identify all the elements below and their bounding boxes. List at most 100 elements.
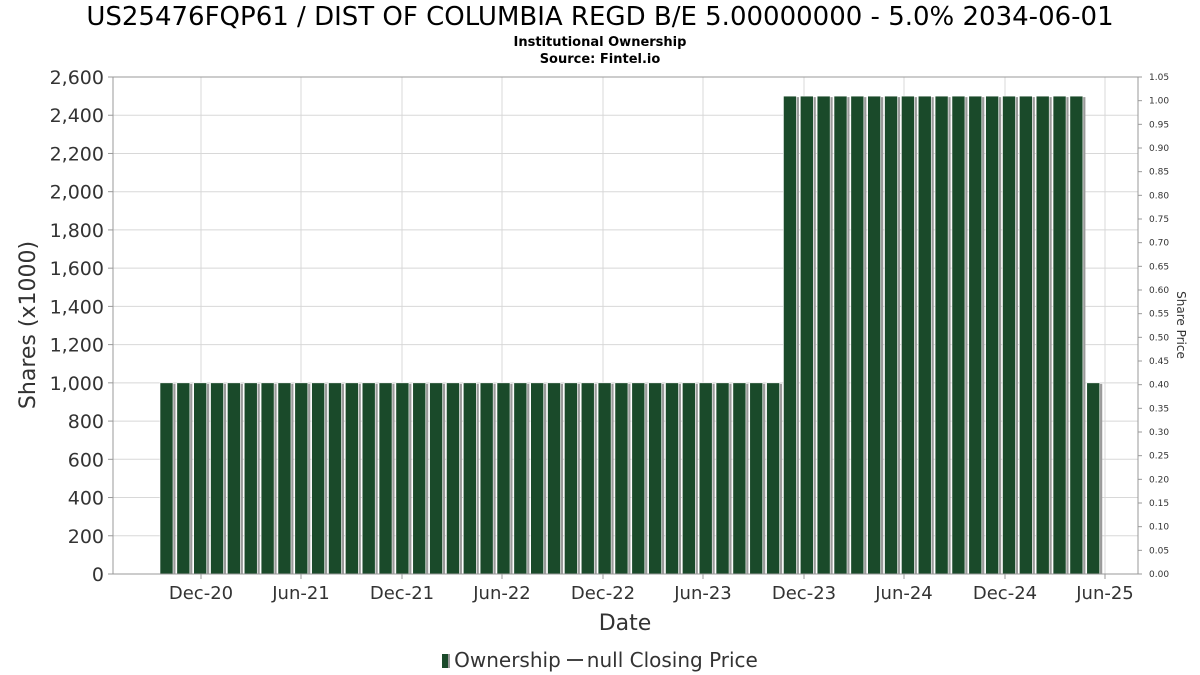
y-axis-label: Shares (x1000): [16, 241, 41, 409]
legend-line-swatch: [566, 659, 583, 661]
ownership-bar: [446, 382, 460, 575]
x-tick-label: Dec-20: [169, 583, 233, 604]
y2-tick-label: 0.55: [1149, 310, 1169, 320]
y2-tick-label: 0.75: [1149, 215, 1169, 225]
ownership-bar: [496, 382, 511, 575]
ownership-bar: [580, 382, 595, 575]
ownership-bar: [294, 382, 309, 575]
ownership-bar: [243, 382, 258, 575]
ownership-bar: [564, 382, 578, 575]
y2-tick-label: 0.70: [1149, 239, 1169, 249]
ownership-bar: [1035, 95, 1050, 575]
chart-title: US25476FQP61 / DIST OF COLUMBIA REGD B/E…: [86, 2, 1114, 32]
ownership-bar: [513, 382, 528, 575]
ownership-bar: [429, 382, 443, 575]
ownership-bar: [783, 95, 797, 575]
x-tick-label: Jun-22: [472, 583, 531, 604]
y-tick-label: 1,400: [50, 296, 104, 318]
y-tick-label: 1,200: [50, 335, 104, 357]
ownership-bar: [867, 95, 882, 575]
ownership-bar: [951, 95, 966, 575]
y2-tick-label: 0.40: [1149, 381, 1169, 391]
x-tick-label: Jun-24: [874, 583, 933, 604]
y2-tick-label: 0.60: [1149, 286, 1169, 296]
legend-bar-swatch: [442, 654, 451, 668]
ownership-bar: [412, 382, 427, 575]
y-tick-label: 1,000: [50, 373, 104, 395]
ownership-bar: [901, 95, 915, 575]
chart-source: Source: Fintel.io: [539, 52, 661, 67]
x-tick-label: Dec-22: [571, 583, 635, 604]
ownership-bar: [1019, 95, 1033, 575]
ownership-bar: [631, 382, 646, 575]
ownership-bar: [479, 382, 494, 575]
y2-tick-label: 0.05: [1149, 546, 1169, 556]
y-tick-label: 600: [68, 449, 104, 471]
ownership-chart: 0 200 400 600 800 1,000 1,200 1,400 1,600 1,800 2,…: [16, 67, 1188, 636]
ownership-bar: [193, 382, 207, 575]
y-tick-label: 1,800: [50, 220, 104, 242]
y2-tick-label: 0.65: [1149, 262, 1169, 272]
ownership-bar: [766, 382, 780, 575]
y2-tick-label: 0.15: [1149, 499, 1169, 509]
y2-tick-label: 0.30: [1149, 428, 1169, 438]
ownership-bar: [917, 95, 932, 575]
y2-tick-label: 0.20: [1149, 475, 1169, 485]
ownership-bar: [698, 382, 713, 575]
ownership-bar: [968, 95, 983, 575]
y2-tick-label: 0.80: [1149, 191, 1169, 201]
x-tick-label: Jun-21: [271, 583, 330, 604]
y-tick-label: 200: [68, 526, 104, 548]
x-axis: Dec-20 Jun-21 Dec-21 Jun-22 Dec-22 Jun-23 Dec-…: [169, 574, 1134, 604]
y2-tick-label: 1.00: [1149, 97, 1169, 107]
bars: [159, 95, 1103, 575]
y2-tick-label: 0.00: [1149, 570, 1169, 580]
x-axis-label: Date: [599, 611, 652, 636]
ownership-bar: [159, 382, 174, 575]
y-tick-label: 1,600: [50, 258, 104, 280]
y2-tick-label: 0.45: [1149, 357, 1169, 367]
ownership-bar: [682, 382, 696, 575]
y2-tick-label: 0.90: [1149, 144, 1169, 154]
legend-item-ownership: Ownership: [454, 648, 561, 672]
y2-axis: 0.00 0.05 0.10 0.15 0.20 0.25 0.30 0.35 0.40 0.45…: [1138, 73, 1169, 580]
legend: Ownership null Closing Price: [0, 648, 1200, 672]
y-tick-label: 2,000: [50, 182, 104, 204]
chart-subtitle: Institutional Ownership: [513, 35, 687, 50]
x-tick-label: Dec-21: [370, 583, 434, 604]
y-tick-label: 2,200: [50, 143, 104, 165]
ownership-bar: [345, 382, 359, 575]
ownership-bar: [749, 382, 764, 575]
ownership-bar: [1086, 382, 1101, 575]
ownership-bar: [985, 95, 999, 575]
ownership-bar: [934, 95, 949, 575]
ownership-bar: [311, 382, 325, 575]
ownership-bar: [1002, 95, 1016, 575]
ownership-bar: [665, 382, 679, 575]
y2-tick-label: 0.50: [1149, 333, 1169, 343]
ownership-bar: [547, 382, 561, 575]
ownership-bar: [260, 382, 275, 575]
x-tick-label: Dec-24: [973, 583, 1037, 604]
y-tick-label: 0: [92, 564, 104, 586]
ownership-bar: [648, 382, 662, 575]
ownership-bar: [361, 382, 376, 575]
y2-tick-label: 0.95: [1149, 120, 1169, 130]
y-tick-label: 2,600: [50, 67, 104, 89]
ownership-bar: [884, 95, 898, 575]
y-tick-label: 800: [68, 411, 104, 433]
ownership-bar: [597, 382, 612, 575]
y2-tick-label: 0.85: [1149, 168, 1169, 178]
y2-axis-label: Share Price: [1174, 291, 1188, 359]
ownership-bar: [462, 382, 477, 575]
ownership-bar: [328, 382, 342, 575]
x-tick-label: Jun-23: [673, 583, 732, 604]
plot-frame: [112, 76, 1139, 575]
ownership-bar: [227, 382, 241, 575]
y-tick-label: 400: [68, 488, 104, 510]
y-axis: 0 200 400 600 800 1,000 1,200 1,400 1,600 1,800 2,…: [50, 67, 113, 586]
y2-tick-label: 0.35: [1149, 404, 1169, 414]
ownership-bar: [378, 382, 393, 575]
y2-tick-label: 0.10: [1149, 523, 1169, 533]
ownership-bar: [395, 382, 410, 575]
